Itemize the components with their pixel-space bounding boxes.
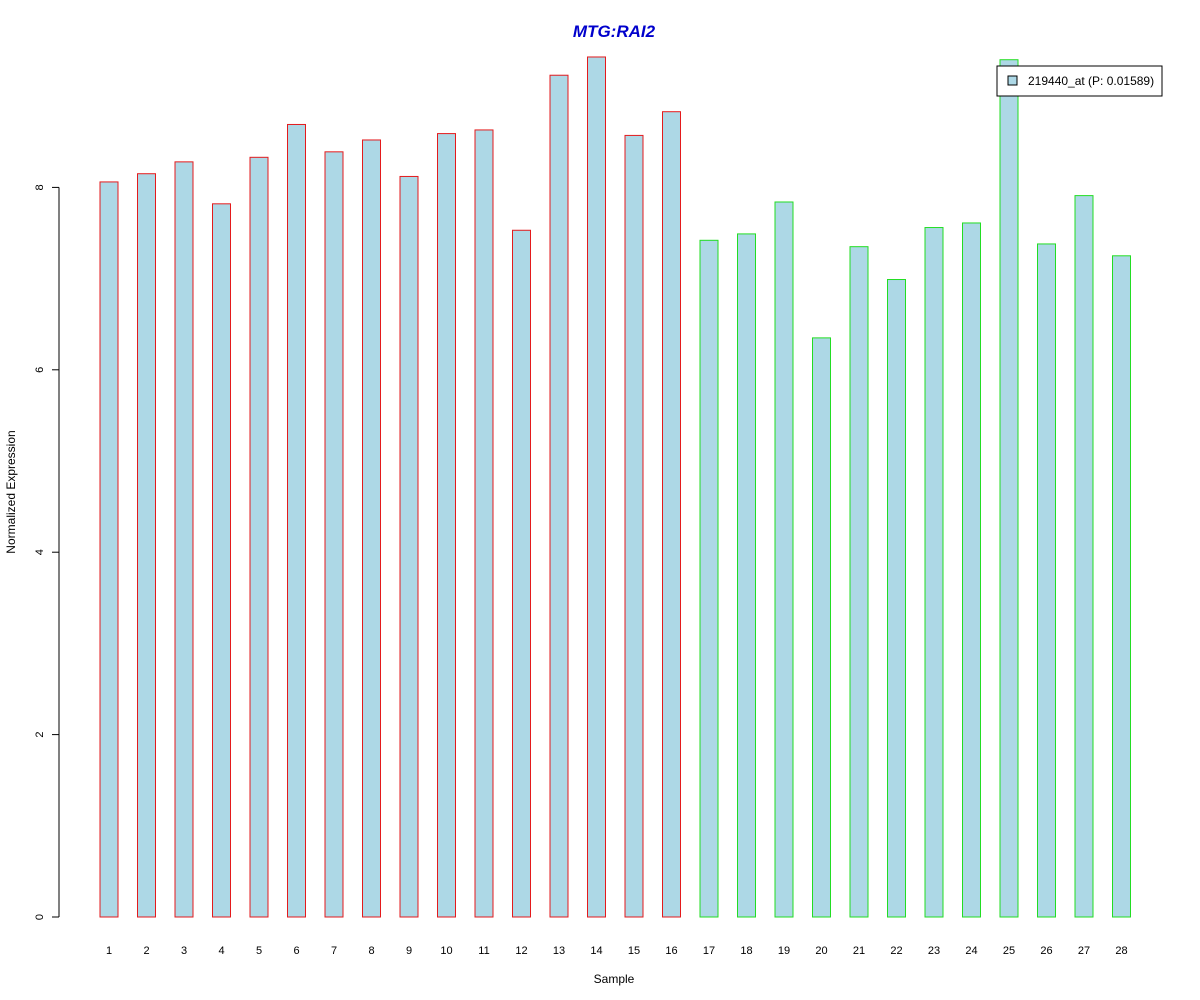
legend-swatch (1007, 75, 1018, 86)
x-tick-label: 23 (928, 945, 940, 957)
bar-sample-2 (137, 173, 156, 918)
y-tick-label: 6 (34, 367, 46, 373)
x-tick-label: 19 (778, 945, 790, 957)
x-tick-label: 2 (143, 945, 149, 957)
x-tick-label: 16 (665, 945, 677, 957)
x-tick-label: 18 (740, 945, 752, 957)
x-tick-label: 26 (1040, 945, 1052, 957)
chart-title: MTG:RAI2 (573, 22, 656, 41)
x-tick-label: 14 (590, 945, 602, 957)
bar-sample-18 (737, 233, 756, 918)
bar-sample-3 (174, 161, 194, 918)
bar-sample-4 (212, 203, 231, 918)
bar-sample-13 (549, 74, 569, 918)
x-tick-labels: 1 2 3 4 5 6 7 8 9 10 11 12 13 14 15 16 17 18 19 20 21 22 23 24 2… (106, 945, 1128, 957)
x-tick-label: 11 (478, 945, 489, 957)
x-tick-label: 22 (890, 945, 902, 957)
y-tick-label: 4 (34, 549, 46, 555)
x-tick-label: 10 (440, 945, 452, 957)
x-tick-label: 27 (1078, 945, 1090, 957)
x-axis-label: Sample (594, 972, 635, 986)
y-tick-label: 0 (34, 914, 46, 920)
y-axis-label: Normalized Expression (4, 430, 18, 553)
bar-sample-19 (774, 201, 794, 918)
bar-sample-16 (662, 111, 681, 918)
y-tick-label: 8 (34, 184, 46, 190)
x-tick-label: 1 (106, 945, 112, 957)
x-tick-label: 6 (293, 945, 299, 957)
x-tick-label: 15 (628, 945, 640, 957)
x-tick-label: 7 (331, 945, 337, 957)
x-tick-label: 3 (181, 945, 187, 957)
x-tick-label: 28 (1115, 945, 1127, 957)
x-tick-label: 20 (815, 945, 827, 957)
bar-sample-9 (399, 175, 419, 918)
bars-group (99, 56, 1131, 918)
bar-sample-6 (287, 123, 306, 918)
x-tick-label: 25 (1003, 945, 1015, 957)
legend-box (996, 65, 1163, 97)
bar-sample-21 (849, 246, 869, 918)
y-tick-label: 2 (34, 732, 46, 738)
bar-sample-26 (1037, 243, 1056, 918)
bar-sample-25 (999, 59, 1019, 918)
legend: 219440_at (P: 0.01589) (996, 65, 1163, 97)
bar-sample-7 (324, 151, 344, 918)
bar-sample-10 (437, 133, 456, 918)
bar-sample-23 (924, 227, 944, 918)
x-tick-label: 9 (406, 945, 412, 957)
x-tick-label: 21 (853, 945, 865, 957)
y-axis: 0 2 4 6 8 (34, 184, 60, 920)
x-tick-label: 5 (256, 945, 262, 957)
legend-label: 219440_at (P: 0.01589) (1028, 74, 1154, 88)
bar-sample-22 (887, 279, 906, 918)
x-tick-label: 8 (368, 945, 374, 957)
bar-sample-27 (1074, 195, 1094, 918)
x-tick-label: 12 (515, 945, 527, 957)
bar-sample-12 (512, 229, 531, 918)
x-tick-label: 4 (218, 945, 224, 957)
x-tick-label: 17 (703, 945, 715, 957)
bar-sample-14 (587, 56, 606, 918)
bar-sample-5 (249, 156, 269, 918)
bar-sample-1 (99, 181, 119, 918)
x-tick-label: 13 (553, 945, 565, 957)
bar-sample-20 (812, 337, 831, 918)
bar-sample-24 (962, 222, 981, 918)
bar-sample-11 (474, 129, 494, 918)
bar-sample-8 (362, 139, 381, 918)
x-tick-label: 24 (965, 945, 977, 957)
bar-sample-28 (1112, 255, 1131, 918)
bar-sample-17 (699, 239, 719, 918)
bar-sample-15 (624, 134, 644, 918)
